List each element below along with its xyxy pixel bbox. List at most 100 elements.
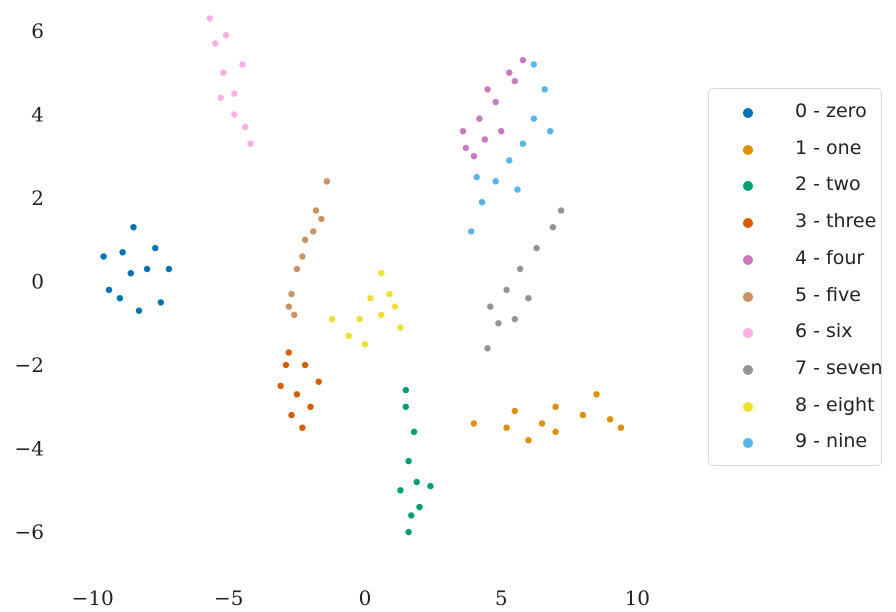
data-point bbox=[416, 503, 423, 511]
data-point bbox=[315, 378, 322, 385]
data-point bbox=[293, 265, 301, 273]
legend-item: 0 - zero bbox=[709, 95, 881, 131]
y-tick-label: −2 bbox=[15, 353, 44, 377]
x-tick-label: 5 bbox=[495, 586, 508, 610]
data-point bbox=[397, 324, 404, 331]
data-point bbox=[312, 207, 320, 214]
legend-item: 5 - five bbox=[709, 279, 881, 315]
data-point bbox=[127, 270, 134, 277]
data-point bbox=[547, 128, 554, 135]
data-point bbox=[220, 69, 227, 76]
data-point bbox=[277, 382, 284, 390]
legend-label: 9 - nine bbox=[795, 430, 868, 453]
data-point bbox=[476, 115, 483, 122]
data-point bbox=[402, 403, 409, 410]
data-point bbox=[119, 249, 126, 256]
y-tick-label: 2 bbox=[31, 186, 44, 210]
data-point bbox=[157, 299, 164, 306]
data-point bbox=[484, 86, 491, 93]
legend-marker bbox=[743, 144, 753, 155]
data-point bbox=[152, 244, 159, 252]
data-point bbox=[473, 173, 480, 181]
data-point bbox=[519, 140, 527, 147]
legend-label: 3 - three bbox=[795, 210, 877, 233]
data-point bbox=[310, 228, 317, 235]
data-point bbox=[506, 69, 513, 76]
data-point bbox=[530, 61, 537, 68]
data-point bbox=[511, 315, 518, 323]
data-point bbox=[470, 153, 478, 160]
x-tick-label: 0 bbox=[359, 586, 372, 610]
data-point bbox=[100, 253, 107, 260]
data-point bbox=[468, 228, 475, 235]
data-point bbox=[606, 416, 614, 423]
data-point bbox=[288, 290, 295, 298]
data-point bbox=[511, 77, 518, 85]
data-point bbox=[239, 61, 246, 68]
data-point bbox=[470, 420, 478, 427]
data-point bbox=[541, 86, 548, 93]
data-point bbox=[143, 265, 151, 273]
data-point bbox=[413, 478, 420, 486]
data-point bbox=[492, 98, 499, 106]
data-point bbox=[105, 286, 113, 294]
y-tick-label: −4 bbox=[15, 437, 44, 461]
data-point bbox=[405, 457, 412, 465]
legend-label: 8 - eight bbox=[795, 393, 875, 416]
data-point bbox=[462, 144, 469, 152]
data-point bbox=[307, 403, 314, 410]
data-point bbox=[345, 332, 352, 339]
legend-label: 5 - five bbox=[795, 283, 861, 306]
data-point bbox=[386, 290, 393, 298]
legend-marker bbox=[743, 328, 753, 339]
data-point bbox=[217, 94, 224, 102]
data-point bbox=[397, 487, 404, 494]
data-point bbox=[617, 424, 625, 431]
ticks-layer: −10 −5 0 5 10 6 4 2 0 −2 −4 −6 bbox=[15, 19, 651, 610]
data-point bbox=[538, 420, 546, 427]
data-point bbox=[593, 391, 600, 398]
data-point bbox=[247, 140, 254, 147]
y-tick-label: −6 bbox=[15, 520, 44, 544]
legend-label: 0 - zero bbox=[795, 100, 867, 122]
data-point bbox=[231, 90, 238, 97]
data-point bbox=[285, 303, 292, 310]
data-point bbox=[318, 215, 325, 223]
legend-item: 2 - two bbox=[709, 168, 881, 204]
data-point bbox=[481, 136, 488, 143]
data-point bbox=[519, 57, 527, 64]
data-point bbox=[511, 407, 518, 415]
data-point bbox=[293, 391, 301, 398]
legend: 0 - zero 1 - one 2 - two 3 - three 4 - four 5… bbox=[708, 88, 883, 466]
legend-label: 4 - four bbox=[795, 246, 865, 269]
data-point bbox=[427, 482, 434, 490]
data-point bbox=[405, 528, 412, 536]
legend-item: 1 - one bbox=[709, 132, 881, 168]
data-point bbox=[301, 361, 309, 369]
data-point bbox=[378, 311, 385, 319]
data-point bbox=[231, 111, 238, 118]
data-point bbox=[206, 15, 213, 22]
data-point bbox=[408, 512, 415, 519]
legend-label: 1 - one bbox=[795, 136, 862, 159]
y-tick-label: 4 bbox=[31, 103, 44, 127]
legend-item: 7 - seven bbox=[709, 352, 883, 388]
data-point bbox=[478, 199, 486, 206]
data-point bbox=[135, 307, 143, 314]
data-point bbox=[116, 295, 124, 302]
data-point bbox=[514, 186, 521, 193]
y-tick-label: 0 bbox=[31, 270, 44, 294]
data-point bbox=[498, 128, 505, 135]
legend-item: 6 - six bbox=[709, 315, 881, 351]
legend-item: 4 - four bbox=[709, 242, 881, 278]
y-tick-label: 6 bbox=[31, 19, 44, 43]
legend-marker bbox=[743, 291, 753, 302]
data-point bbox=[517, 265, 524, 273]
data-point bbox=[288, 411, 295, 419]
data-point bbox=[222, 31, 230, 39]
data-point bbox=[323, 178, 331, 185]
data-point bbox=[533, 244, 540, 252]
data-point bbox=[301, 236, 309, 243]
legend-item: 8 - eight bbox=[709, 389, 881, 425]
